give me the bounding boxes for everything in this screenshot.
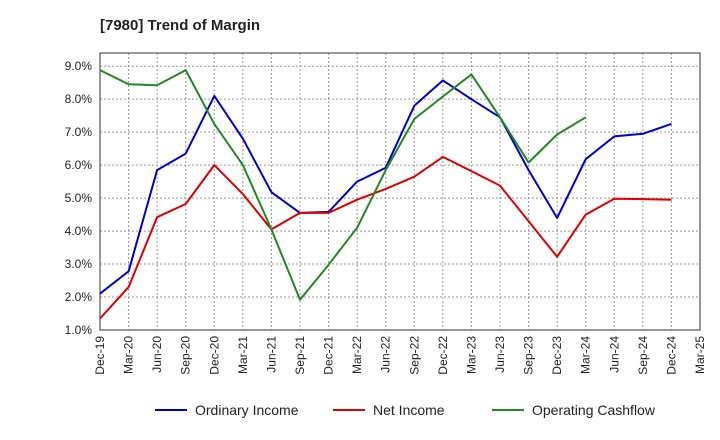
plot-area <box>99 52 701 331</box>
series-lines <box>99 69 672 320</box>
x-tick-label: Mar-23 <box>464 336 478 374</box>
x-tick-label: Mar-21 <box>236 336 250 374</box>
legend-label: Net Income <box>373 402 445 418</box>
x-tick-label: Dec-20 <box>207 336 221 375</box>
y-tick-label: 8.0% <box>65 92 93 106</box>
y-tick-label: 7.0% <box>65 125 93 139</box>
legend: Ordinary Income Net Income Operating Cashf… <box>155 402 656 418</box>
x-tick-label: Dec-23 <box>550 336 564 375</box>
x-tick-label: Sep-24 <box>636 336 650 375</box>
x-tick-label: Dec-24 <box>664 336 678 375</box>
x-tick-label: Jun-20 <box>150 336 164 373</box>
y-tick-label: 1.0% <box>65 323 93 337</box>
x-tick-label: Sep-22 <box>407 336 421 375</box>
y-tick-label: 6.0% <box>65 158 93 172</box>
x-tick-label: Jun-22 <box>379 336 393 373</box>
x-tick-label: Mar-24 <box>579 336 593 374</box>
legend-label: Operating Cashflow <box>532 402 656 418</box>
chart-title: [7980] Trend of Margin <box>100 17 260 34</box>
y-axis-ticks: 1.0% 2.0% 3.0% 4.0% 5.0% 6.0% 7.0% 8.0% 9.0% <box>65 59 93 337</box>
x-tick-label: Jun-24 <box>607 336 621 373</box>
x-tick-label: Dec-19 <box>93 336 107 375</box>
x-tick-label: Sep-20 <box>179 336 193 375</box>
gridlines <box>100 53 700 331</box>
legend-label: Ordinary Income <box>195 402 299 418</box>
legend-item-2: Operating Cashflow <box>492 402 656 418</box>
x-axis-ticks: Dec-19 Mar-20 Jun-20 Sep-20 Dec-20 Mar-21 Jun-… <box>93 336 707 375</box>
series-line-0 <box>99 79 672 295</box>
x-tick-label: Sep-21 <box>293 336 307 375</box>
y-tick-label: 3.0% <box>65 257 93 271</box>
x-tick-label: Sep-23 <box>522 336 536 375</box>
legend-item-0: Ordinary Income <box>155 402 299 418</box>
x-tick-label: Mar-22 <box>350 336 364 374</box>
x-tick-label: Jun-23 <box>493 336 507 373</box>
series-line-1 <box>99 155 672 320</box>
y-tick-label: 4.0% <box>65 224 93 238</box>
y-tick-label: 2.0% <box>65 290 93 304</box>
x-tick-label: Dec-22 <box>436 336 450 375</box>
x-tick-label: Mar-25 <box>693 336 707 374</box>
x-tick-label: Jun-21 <box>264 336 278 373</box>
series-line-2 <box>99 69 587 301</box>
x-tick-label: Mar-20 <box>122 336 136 374</box>
x-tick-label: Dec-21 <box>322 336 336 375</box>
legend-item-1: Net Income <box>333 402 445 418</box>
y-tick-label: 5.0% <box>65 191 93 205</box>
y-tick-label: 9.0% <box>65 59 93 73</box>
